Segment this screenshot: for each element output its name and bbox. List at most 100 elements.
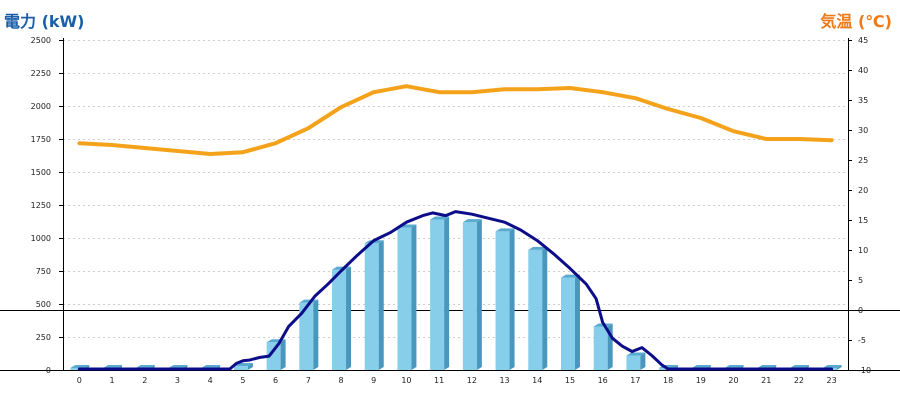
x-tick-label: 1 bbox=[110, 376, 115, 385]
bar-side bbox=[444, 216, 450, 370]
power-bar bbox=[430, 216, 450, 370]
power-bar bbox=[593, 323, 613, 370]
bar-top bbox=[724, 365, 744, 368]
power-bars bbox=[70, 216, 842, 370]
bar-front bbox=[299, 302, 314, 370]
x-tick-label: 9 bbox=[371, 376, 376, 385]
power-bar bbox=[528, 246, 548, 370]
power-line bbox=[77, 210, 834, 371]
tick-labels: 0 250 500 750 1000 1250 1500 1750 20 0 0 2250 2500 -1… bbox=[31, 36, 871, 385]
x-tick-label: 12 bbox=[467, 376, 477, 385]
bar-top bbox=[495, 228, 515, 232]
x-tick-label: 21 bbox=[761, 376, 771, 385]
bar-front bbox=[233, 366, 248, 370]
x-tick-label: 13 bbox=[499, 376, 509, 385]
x-tick-label: 16 bbox=[598, 376, 608, 385]
x-tick-label: 15 bbox=[565, 376, 575, 385]
bar-front bbox=[332, 269, 347, 370]
bar-side bbox=[378, 240, 384, 370]
bar-front bbox=[626, 355, 641, 370]
x-tick-label: 19 bbox=[696, 376, 706, 385]
x-tick-label: 3 bbox=[175, 376, 180, 385]
x-tick-label: 10 bbox=[401, 376, 411, 385]
left-tick-label: 0 bbox=[46, 366, 51, 375]
left-tick-label: 2500 bbox=[31, 36, 51, 45]
power-bar bbox=[626, 352, 646, 370]
right-tick-label: 5 bbox=[858, 276, 863, 285]
axes bbox=[0, 38, 900, 371]
x-tick-label: 22 bbox=[794, 376, 804, 385]
power-bar bbox=[462, 219, 482, 370]
x-tick-label: 7 bbox=[306, 376, 311, 385]
x-tick-label: 4 bbox=[208, 376, 213, 385]
left-tick-label: 1000 bbox=[31, 234, 51, 243]
x-tick-label: 8 bbox=[338, 376, 343, 385]
power-bar bbox=[364, 240, 384, 370]
right-tick-label: -5 bbox=[858, 336, 866, 345]
x-tick-label: 20 bbox=[728, 376, 738, 385]
power-bar bbox=[495, 228, 515, 370]
bar-top bbox=[528, 246, 548, 250]
left-tick-label: 1500 bbox=[31, 168, 51, 177]
bar-top bbox=[168, 365, 188, 368]
right-tick-label: 0 bbox=[858, 306, 863, 315]
left-tick-label: 1250 bbox=[31, 201, 51, 210]
left-tick-label: 750 bbox=[36, 267, 51, 276]
power-bar bbox=[397, 224, 417, 370]
right-tick-label: 25 bbox=[858, 156, 868, 165]
bar-front bbox=[364, 243, 379, 370]
right-tick-label: 35 bbox=[858, 96, 868, 105]
x-tick-label: 5 bbox=[240, 376, 245, 385]
power-bar bbox=[299, 299, 319, 370]
bar-top bbox=[201, 365, 221, 368]
bar-front bbox=[397, 227, 412, 370]
bar-side bbox=[509, 228, 515, 370]
left-tick-label: 2250 bbox=[31, 69, 51, 78]
bar-top bbox=[691, 365, 711, 368]
bar-side bbox=[313, 299, 319, 370]
bar-side bbox=[280, 339, 286, 370]
bar-top bbox=[822, 365, 842, 368]
bar-side bbox=[247, 363, 253, 370]
bar-side bbox=[574, 274, 580, 370]
left-tick-label: 250 bbox=[36, 333, 51, 342]
x-tick-label: 14 bbox=[532, 376, 542, 385]
right-tick-label: 45 bbox=[858, 36, 868, 45]
left-tick-label: 500 bbox=[36, 300, 51, 309]
power-bar bbox=[560, 274, 580, 370]
x-tick-label: 6 bbox=[273, 376, 278, 385]
bar-top bbox=[757, 365, 777, 368]
right-tick-label: -10 bbox=[858, 366, 871, 375]
bar-side bbox=[640, 352, 646, 370]
bar-top bbox=[626, 352, 646, 356]
x-tick-label: 11 bbox=[434, 376, 444, 385]
bar-front bbox=[266, 342, 281, 370]
bar-side bbox=[836, 365, 842, 370]
series-lines bbox=[77, 84, 834, 371]
bar-front bbox=[593, 326, 608, 370]
bar-side bbox=[476, 219, 482, 370]
bar-top bbox=[789, 365, 809, 368]
power-bar bbox=[332, 266, 352, 370]
right-axis-title: 気温 (℃) bbox=[820, 12, 892, 31]
right-tick-label: 40 bbox=[858, 66, 868, 75]
right-tick-label: 10 bbox=[858, 246, 868, 255]
bar-side bbox=[346, 266, 352, 370]
x-tick-label: 17 bbox=[630, 376, 640, 385]
power-bar bbox=[266, 339, 286, 370]
bar-front bbox=[462, 222, 477, 370]
bar-top bbox=[430, 216, 450, 220]
bar-top bbox=[103, 365, 123, 368]
bar-front bbox=[560, 277, 575, 370]
bar-side bbox=[411, 224, 417, 370]
x-tick-label: 23 bbox=[827, 376, 837, 385]
bar-top bbox=[70, 365, 90, 368]
left-axis-title: 電力 (kW) bbox=[4, 12, 85, 31]
right-tick-label: 15 bbox=[858, 216, 868, 225]
x-tick-label: 18 bbox=[663, 376, 673, 385]
x-tick-label: 0 bbox=[77, 376, 82, 385]
left-tick-label: 1750 bbox=[31, 135, 51, 144]
bar-front bbox=[430, 219, 445, 370]
grid-lines bbox=[63, 40, 848, 338]
